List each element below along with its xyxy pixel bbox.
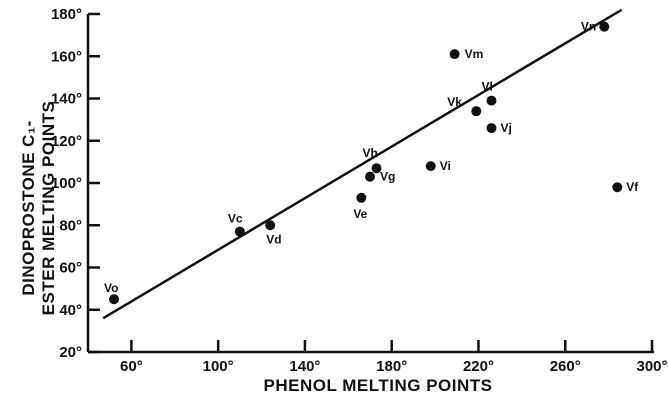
x-tick-label: 260° [550,358,581,375]
data-point-vg [365,171,375,182]
point-label-vf: Vf [626,180,639,194]
point-label-vd: Vd [266,232,281,246]
point-label-vl: Vl [481,80,492,94]
point-label-vk: Vk [447,95,462,109]
data-point-vn [599,21,610,32]
y-tick-label: 140° [51,91,82,108]
data-point-ve [356,192,367,203]
data-point-vo [109,294,120,305]
point-label-vj: Vj [500,121,511,135]
point-label-vh: Vh [363,146,378,160]
x-tick-label: 180° [376,358,407,375]
y-tick-label: 80° [59,217,82,234]
y-axis-title-line-2: ESTER MELTING POINTS [39,101,58,316]
x-tick-label: 140° [289,358,320,375]
data-point-vl [486,95,497,106]
data-point-vh [371,163,382,174]
data-point-vf [612,182,623,193]
y-tick-label: 120° [51,133,82,150]
y-tick-label: 60° [59,260,82,277]
data-point-vd [265,220,276,231]
point-label-vo: Vo [104,281,118,295]
regression-line [102,8,623,320]
x-tick-label: 60° [120,358,143,375]
data-point-vj [486,123,497,134]
x-axis-title: PHENOL MELTING POINTS [264,376,493,395]
x-tick-label: 100° [203,358,234,375]
x-tick-label: 300° [636,358,667,375]
y-tick-label: 40° [59,302,82,319]
data-point-vk [471,106,482,117]
data-point-vm [449,49,460,60]
point-label-vm: Vm [465,47,484,61]
y-tick-label: 20° [59,344,82,361]
y-axis-ticks: 20° 40° 60° 80° 100° 120° 140° 160° 180° [51,6,100,361]
point-label-vc: Vc [228,212,243,226]
y-axis-title-line-1: DINOPROSTONE C₁- [19,120,38,295]
point-label-vi: Vi [440,159,451,173]
point-label-ve: Ve [353,207,367,221]
point-label-vn: Vn [581,20,596,34]
data-point-vi [425,161,436,172]
x-axis-ticks: 60° 100° 140° 180° 220° 260° 300° [120,340,668,375]
x-tick-label: 220° [463,358,494,375]
y-tick-label: 180° [51,6,82,23]
data-point-vc [234,226,245,237]
y-tick-label: 100° [51,175,82,192]
y-axis-title: DINOPROSTONE C₁- ESTER MELTING POINTS [19,101,58,316]
y-tick-label: 160° [51,48,82,65]
point-label-vg: Vg [380,170,395,184]
